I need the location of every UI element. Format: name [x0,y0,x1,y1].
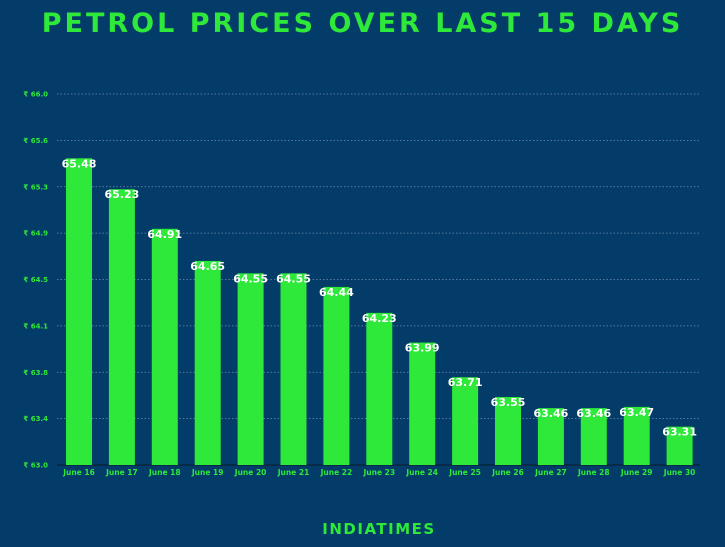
bar [280,273,307,465]
y-tick-label: ₹ 65.3 [23,183,48,191]
data-label: 65.23 [105,188,140,201]
bar [194,260,221,465]
y-tick-label: ₹ 63.4 [23,415,48,423]
bar [151,228,178,465]
data-label: 63.55 [491,396,526,409]
bar [409,342,436,465]
bar [66,158,92,465]
x-tick-label: June 27 [534,468,567,477]
x-tick-label: June 22 [320,468,353,477]
bar [452,377,479,465]
y-tick-label: ₹ 63.0 [23,462,48,470]
x-tick-label: June 29 [620,468,653,477]
bar [237,273,264,465]
x-tick-label: June 16 [62,468,95,477]
x-tick-label: June 19 [191,468,224,477]
y-tick-label: ₹ 63.8 [23,369,48,377]
bar [323,286,350,465]
x-tick-label: June 20 [234,468,267,477]
x-tick-label: June 21 [277,468,310,477]
data-label: 63.99 [405,342,440,355]
chart-title: PETROL PRICES OVER LAST 15 DAYS [41,8,684,39]
y-tick-label: ₹ 65.6 [23,137,48,145]
bar [108,189,135,465]
data-label: 64.55 [276,272,311,285]
x-tick-label: June 28 [577,468,610,477]
data-label: 64.44 [319,286,354,299]
x-tick-label: June 23 [362,468,395,477]
data-label: 63.46 [534,407,569,420]
x-tick-label: June 24 [405,468,438,477]
bar [366,312,393,465]
data-label: 64.91 [147,228,182,241]
bar [580,408,607,465]
bar [495,396,521,465]
data-label: 64.55 [233,272,268,285]
x-tick-label: June 30 [663,468,696,477]
y-tick-label: ₹ 66.0 [23,91,48,99]
brand-logo: INDIATIMES [322,520,436,538]
y-tick-label: ₹ 64.9 [23,230,48,238]
y-tick-label: ₹ 64.5 [23,276,48,284]
data-label: 63.47 [619,406,654,419]
data-label: 63.46 [576,407,611,420]
data-label: 64.23 [362,312,397,325]
x-tick-label: June 17 [105,468,138,477]
data-label: 64.65 [190,260,225,273]
x-tick-label: June 26 [491,468,524,477]
bar [666,426,693,465]
data-label: 63.71 [448,376,483,389]
y-tick-label: ₹ 64.1 [23,322,48,330]
bar [537,408,564,465]
bar [623,406,650,465]
data-label: 63.31 [662,426,697,439]
x-tick-label: June 18 [148,468,181,477]
data-label: 65.48 [62,157,97,170]
x-tick-label: June 25 [448,468,481,477]
